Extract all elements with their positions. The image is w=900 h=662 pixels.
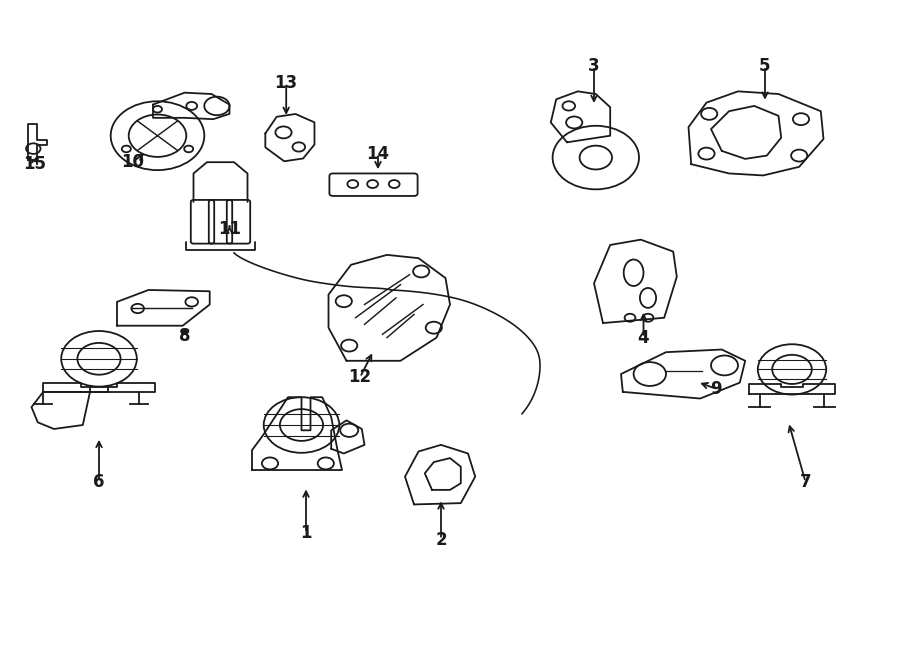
- Text: 6: 6: [94, 473, 104, 491]
- Text: 10: 10: [121, 153, 144, 171]
- Text: 5: 5: [760, 57, 770, 75]
- Text: 2: 2: [436, 530, 446, 549]
- Text: 9: 9: [710, 379, 721, 398]
- Text: 1: 1: [301, 524, 311, 542]
- Text: 14: 14: [366, 144, 390, 163]
- Text: 4: 4: [638, 328, 649, 347]
- Text: 8: 8: [179, 327, 190, 346]
- Text: 13: 13: [274, 73, 298, 92]
- Text: 12: 12: [348, 368, 372, 387]
- Text: 7: 7: [800, 473, 811, 491]
- Text: 11: 11: [218, 220, 241, 238]
- Text: 15: 15: [22, 155, 46, 173]
- Text: 3: 3: [589, 57, 599, 75]
